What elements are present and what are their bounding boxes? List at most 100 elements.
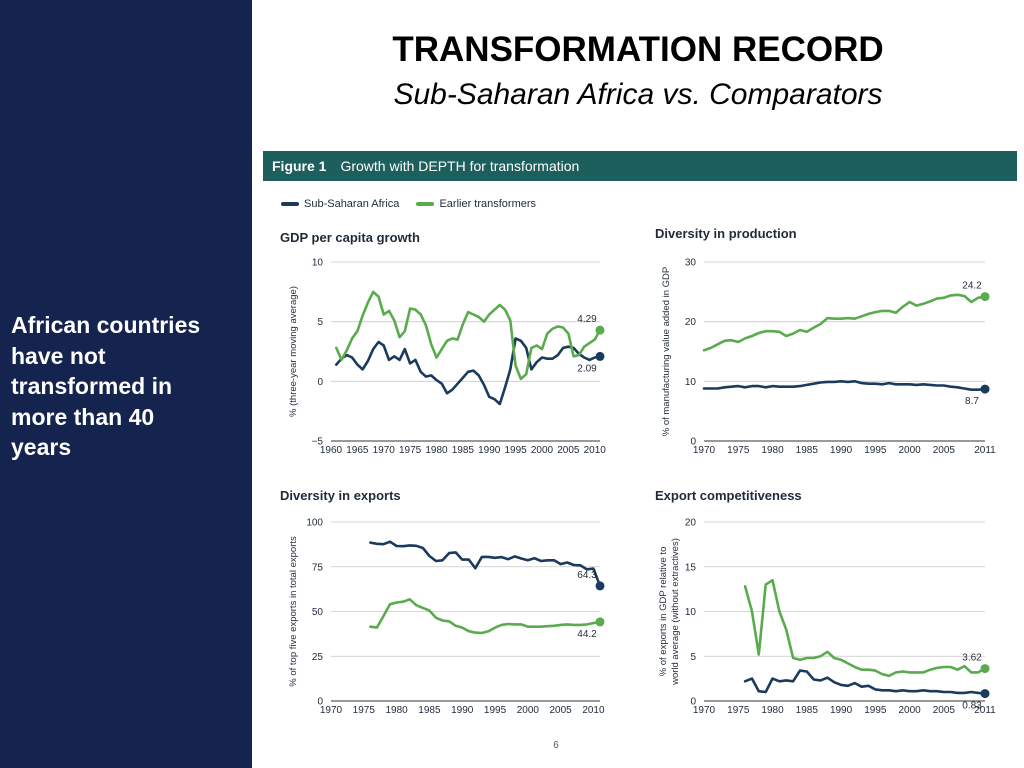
x-tick-label: 1995	[504, 445, 527, 456]
y-tick-label: −5	[312, 437, 324, 448]
x-tick-label: 1980	[761, 445, 784, 456]
y-tick-label: 10	[685, 377, 697, 388]
series-line-earlier	[702, 293, 987, 352]
x-tick-label: 2000	[898, 445, 921, 456]
legend-label-ssa: Sub-Saharan Africa	[304, 198, 400, 211]
figure-title: Growth with DEPTH for transformation	[340, 158, 580, 174]
slide-subtitle: Sub-Saharan Africa vs. Comparators	[393, 78, 883, 111]
series-end-label-earlier: 24.2	[962, 281, 982, 292]
legend-item-earlier: Earlier transformers	[416, 198, 536, 210]
y-axis-label: % (three-year moving average)	[288, 286, 299, 417]
x-tick-label: 1975	[727, 445, 750, 456]
series-endpoint-ssa	[980, 384, 990, 394]
figure-label: Figure 1	[272, 158, 327, 174]
x-tick-label: 1975	[727, 705, 750, 716]
x-tick-label: 2000	[531, 445, 554, 456]
x-tick-label: 1990	[830, 705, 853, 716]
x-tick-label: 1970	[693, 445, 716, 456]
series-endpoint-ssa	[595, 581, 605, 591]
series-end-label-earlier: 44.2	[577, 629, 597, 640]
y-tick-label: 10	[312, 258, 324, 269]
y-axis-label: % of manufacturing value added in GDP	[661, 267, 672, 437]
series-line-ssa	[334, 337, 602, 406]
series-endpoint-earlier	[980, 292, 990, 302]
legend-label-earlier: Earlier transformers	[439, 198, 537, 211]
sidebar-statement: African countries have not transformed i…	[11, 312, 201, 460]
x-tick-label: 1975	[399, 445, 422, 456]
x-tick-label: 2010	[584, 445, 607, 456]
y-tick-label: 0	[690, 437, 696, 448]
x-tick-label: 2005	[933, 445, 956, 456]
series-line-ssa	[743, 669, 987, 695]
x-tick-label: 2011	[974, 705, 996, 716]
y-tick-label: 10	[685, 607, 697, 618]
x-tick-label: 1975	[353, 705, 376, 716]
y-tick-label: 0	[317, 377, 323, 388]
series-endpoint-ssa	[595, 351, 605, 361]
chart-title: Export competitiveness	[655, 488, 802, 503]
chart-panel-4: Export competitiveness % of exports in GD…	[655, 488, 996, 716]
y-tick-label: 25	[312, 652, 324, 663]
chart-title: Diversity in production	[655, 226, 797, 241]
series-endpoint-earlier	[595, 617, 605, 627]
x-tick-label: 2005	[550, 705, 573, 716]
x-tick-label: 1980	[425, 445, 448, 456]
chart-title: GDP per capita growth	[280, 230, 420, 245]
x-tick-label: 1985	[418, 705, 441, 716]
series-endpoint-earlier	[595, 325, 605, 335]
chart-panel-2: Diversity in production % of manufacturin…	[655, 226, 996, 456]
series-end-label-earlier: 3.62	[962, 653, 982, 664]
x-tick-label: 1980	[761, 705, 784, 716]
y-tick-label: 5	[317, 317, 323, 328]
chart-panel-1: GDP per capita growth % (three-year movin…	[280, 230, 606, 456]
legend-item-ssa: Sub-Saharan Africa	[281, 198, 399, 210]
x-tick-label: 2005	[933, 705, 956, 716]
chart-legend: Sub-Saharan Africa Earlier transformers	[281, 198, 550, 210]
x-tick-label: 2000	[898, 705, 921, 716]
y-tick-label: 0	[317, 697, 323, 708]
chart-panel-3: Diversity in exports % of top five export…	[280, 488, 605, 716]
sidebar-panel: African countries have not transformed i…	[0, 0, 252, 768]
series-end-label-ssa: 0.83	[962, 701, 982, 712]
y-tick-label: 5	[690, 652, 696, 663]
y-tick-label: 75	[312, 562, 324, 573]
series-endpoint-ssa	[980, 689, 990, 699]
x-tick-label: 1985	[796, 445, 819, 456]
legend-swatch-ssa	[281, 202, 299, 207]
x-tick-label: 2010	[582, 705, 605, 716]
x-tick-label: 1980	[385, 705, 408, 716]
series-end-label-earlier: 4.29	[577, 314, 597, 325]
x-tick-label: 1990	[451, 705, 474, 716]
x-tick-label: 1995	[864, 705, 887, 716]
series-endpoint-earlier	[980, 664, 990, 674]
y-tick-label: 0	[690, 697, 696, 708]
x-tick-label: 2011	[974, 445, 996, 456]
series-line-earlier	[334, 290, 602, 381]
series-end-label-ssa: 64.3	[577, 570, 597, 581]
figure-header-bar: Figure 1 Growth with DEPTH for transforma…	[263, 151, 1017, 181]
chart-title: Diversity in exports	[280, 488, 401, 503]
y-axis-label: % of exports in GDP relative to	[658, 547, 669, 677]
y-tick-label: 30	[685, 258, 697, 269]
x-tick-label: 1995	[484, 705, 507, 716]
slide-title: TRANSFORMATION RECORD	[392, 30, 884, 69]
series-end-label-ssa: 2.09	[577, 363, 597, 374]
y-tick-label: 15	[685, 562, 697, 573]
y-axis-label: % of top five exports in total exports	[288, 536, 299, 687]
legend-swatch-earlier	[416, 202, 435, 207]
y-tick-label: 20	[685, 317, 697, 328]
series-line-earlier	[743, 578, 987, 678]
x-tick-label: 1995	[864, 445, 887, 456]
x-tick-label: 1985	[452, 445, 475, 456]
x-tick-label: 1970	[373, 445, 396, 456]
series-end-label-ssa: 8.7	[965, 396, 979, 407]
series-line-ssa	[369, 540, 602, 588]
x-tick-label: 1970	[320, 705, 343, 716]
x-tick-label: 1970	[693, 705, 716, 716]
x-tick-label: 1990	[478, 445, 501, 456]
y-tick-label: 20	[685, 518, 697, 529]
x-tick-label: 1985	[796, 705, 819, 716]
page-number: 6	[553, 740, 559, 751]
y-tick-label: 50	[312, 607, 324, 618]
